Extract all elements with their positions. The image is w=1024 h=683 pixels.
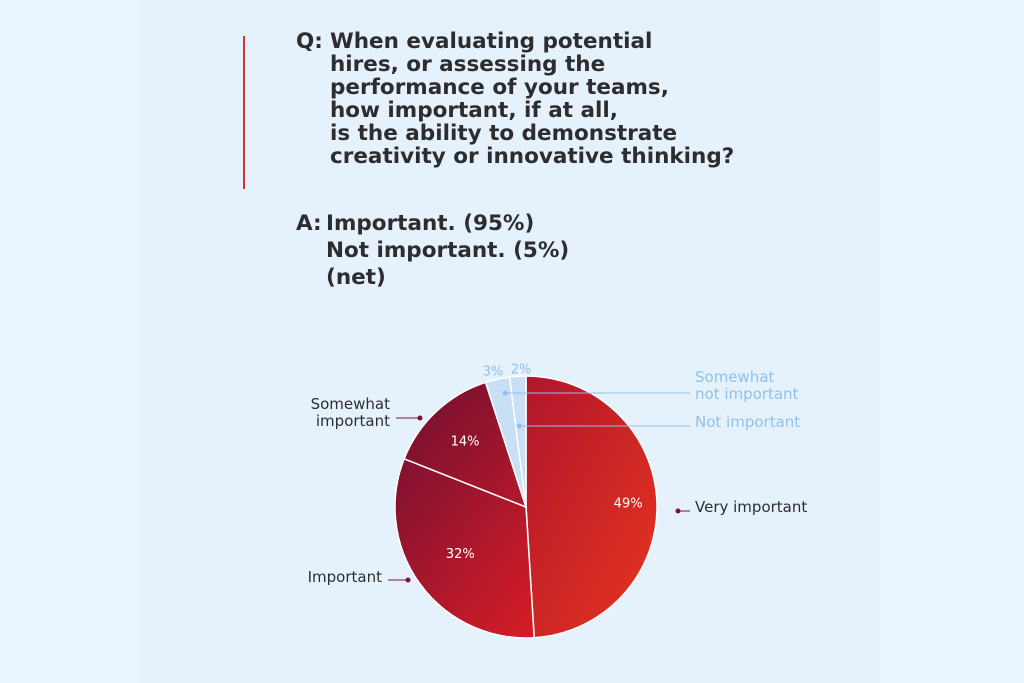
question-line: performance of your teams, <box>330 75 669 100</box>
answer-line: Important. (95%) <box>326 211 535 236</box>
pie-slice-not-important <box>508 375 527 508</box>
slice-value-label: 49% <box>614 496 643 511</box>
question-prefix: Q: <box>296 29 323 54</box>
slice-value-label: 3% <box>483 365 504 380</box>
accent-line <box>243 36 245 189</box>
answer-line: (net) <box>326 265 386 290</box>
leader-dot <box>417 415 423 421</box>
answer-block: A: Important. (95%) Not important. (5%) … <box>296 210 816 291</box>
slice-value-label: 2% <box>511 363 532 378</box>
question-line: how important, if at all, <box>330 98 618 123</box>
pie-slice-important <box>394 457 536 639</box>
leader-dot <box>405 577 411 583</box>
answer-prefix: A: <box>296 211 322 236</box>
category-label: Not important <box>695 413 800 431</box>
slice-value-label: 32% <box>446 547 475 562</box>
leader-dot <box>675 508 681 514</box>
category-label: Important <box>308 568 382 586</box>
leader-dot <box>516 423 522 429</box>
category-label: Very important <box>695 498 807 516</box>
pie-slice-very-important <box>525 375 658 639</box>
question-line: When evaluating potential <box>330 29 653 54</box>
question-block: Q: When evaluating potential hires, or a… <box>296 30 816 168</box>
pie-slices <box>394 375 658 639</box>
slice-value-label: 14% <box>451 435 480 450</box>
category-label: Somewhat important <box>311 395 391 430</box>
question-line: hires, or assessing the <box>330 52 606 77</box>
question-line: creativity or innovative thinking? <box>330 144 735 169</box>
question-line: is the ability to demonstrate <box>330 121 678 146</box>
leader-dot <box>502 390 508 396</box>
pie-labels: 49% 32% 14% 3% 2% Very important Important Some… <box>308 363 808 587</box>
answer-line: Not important. (5%) <box>326 238 570 263</box>
category-label: Somewhat not important <box>695 368 799 403</box>
